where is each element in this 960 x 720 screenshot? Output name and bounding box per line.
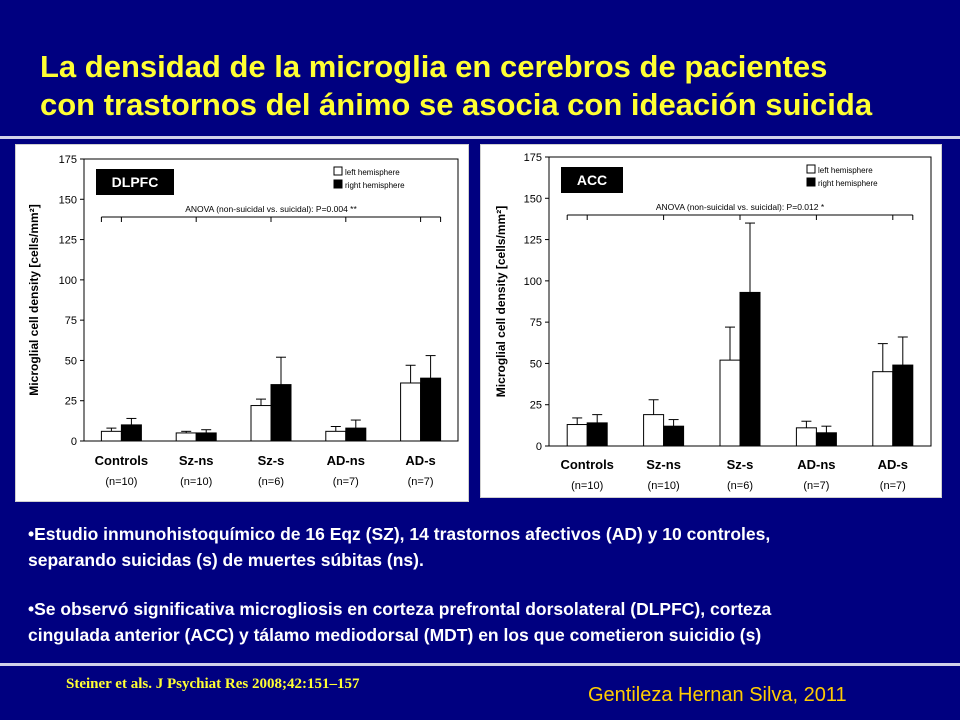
bullet-study-line-1: •Estudio inmunohistoquímico de 16 Eqz (S… [28, 524, 771, 544]
category-label: Sz-ns [179, 453, 214, 468]
bar-left-hemisphere [566, 424, 588, 447]
n-label: (n=10) [180, 476, 212, 488]
category-label: AD-ns [797, 457, 835, 472]
slide-title: La densidad de la microglia en cerebros … [40, 48, 940, 124]
y-tick-label: 175 [524, 152, 542, 164]
y-tick-label: 125 [59, 235, 77, 247]
legend-swatch [806, 164, 816, 174]
n-label: (n=7) [880, 480, 906, 492]
chart-acc: 0 25 50 75 100 125 150 175 Microglial cell densi… [494, 152, 932, 492]
legend-label: right hemisphere [345, 181, 405, 190]
panel-label: ACC [577, 172, 607, 188]
bullet-finding: •Se observó significativa microgliosis e… [28, 596, 948, 648]
legend-label: right hemisphere [818, 179, 878, 188]
bar-left-hemisphere [400, 382, 422, 442]
n-label: (n=7) [333, 476, 359, 488]
chart-panel-acc: 0 25 50 75 100 125 150 175 Microglial cell densi… [480, 144, 942, 498]
bar-right-hemisphere [663, 425, 685, 447]
category-label: AD-s [405, 453, 435, 468]
bottom-divider [0, 663, 960, 666]
bar-left-hemisphere [795, 427, 817, 447]
panel-label: DLPFC [112, 174, 159, 190]
legend-swatch [333, 166, 343, 176]
category-label: Controls [95, 453, 148, 468]
bullet-finding-line-1: •Se observó significativa microgliosis e… [28, 599, 772, 619]
bar-right-hemisphere [120, 424, 142, 442]
bar-left-hemisphere [643, 414, 665, 447]
chart-panel-dlpfc: 0 25 50 75 100 125 150 175 Microglial cell densi… [15, 144, 469, 502]
bullet-finding-line-2: cingulada anterior (ACC) y tálamo mediod… [28, 625, 762, 645]
credit-text: Gentileza Hernan Silva, 2011 [588, 684, 847, 706]
title-line-1: La densidad de la microglia en cerebros … [40, 49, 828, 84]
y-tick-label: 0 [71, 436, 77, 448]
n-label: (n=10) [105, 476, 137, 488]
panel-label-box [96, 169, 174, 195]
y-tick-label: 75 [65, 315, 77, 327]
y-axis-label: Microglial cell density [cells/mm²] [27, 204, 41, 395]
category-label: Sz-s [727, 457, 754, 472]
bar-left-hemisphere [719, 359, 741, 447]
y-tick-label: 100 [59, 275, 77, 287]
y-tick-label: 75 [530, 317, 542, 329]
y-tick-label: 0 [536, 441, 542, 453]
n-label: (n=6) [258, 476, 284, 488]
bar-left-hemisphere [325, 430, 347, 442]
bar-right-hemisphere [195, 432, 217, 442]
chart-dlpfc: 0 25 50 75 100 125 150 175 Microglial cell densi… [27, 154, 459, 488]
bar-left-hemisphere [872, 371, 894, 447]
bar-left-hemisphere [175, 432, 197, 442]
n-label: (n=6) [727, 480, 753, 492]
y-tick-label: 125 [524, 235, 542, 247]
bar-left-hemisphere [100, 430, 122, 442]
legend-swatch [333, 179, 343, 189]
panel-label-box [561, 167, 623, 193]
y-tick-label: 25 [65, 396, 77, 408]
y-tick-label: 175 [59, 154, 77, 166]
legend-swatch [806, 177, 816, 187]
bar-right-hemisphere [586, 422, 608, 447]
bullet-study: •Estudio inmunohistoquímico de 16 Eqz (S… [28, 521, 948, 573]
n-label: (n=7) [803, 480, 829, 492]
y-tick-label: 25 [530, 400, 542, 412]
category-label: Sz-ns [646, 457, 681, 472]
bar-right-hemisphere [815, 432, 837, 447]
category-label: AD-ns [327, 453, 365, 468]
bullet-study-line-2: separando suicidas (s) de muertes súbita… [28, 550, 424, 570]
legend-label: left hemisphere [818, 166, 873, 175]
n-label: (n=10) [571, 480, 603, 492]
n-label: (n=7) [408, 476, 434, 488]
category-label: AD-s [878, 457, 908, 472]
y-tick-label: 150 [524, 193, 542, 205]
anova-label: ANOVA (non-suicidal vs. suicidal): P=0.0… [185, 204, 357, 214]
anova-label: ANOVA (non-suicidal vs. suicidal): P=0.0… [656, 202, 825, 212]
bar-right-hemisphere [420, 377, 442, 442]
y-tick-label: 150 [59, 194, 77, 206]
n-label: (n=10) [648, 480, 680, 492]
bar-right-hemisphere [739, 291, 761, 447]
title-line-2: con trastornos del ánimo se asocia con i… [40, 87, 873, 122]
legend-label: left hemisphere [345, 168, 400, 177]
bar-right-hemisphere [345, 427, 367, 442]
category-label: Sz-s [258, 453, 285, 468]
y-tick-label: 100 [524, 276, 542, 288]
y-tick-label: 50 [530, 358, 542, 370]
citation: Steiner et als. J Psychiat Res 2008;42:1… [66, 676, 360, 692]
y-axis-label: Microglial cell density [cells/mm²] [494, 206, 508, 397]
category-label: Controls [560, 457, 613, 472]
bar-right-hemisphere [270, 384, 292, 442]
top-divider [0, 136, 960, 139]
bar-right-hemisphere [892, 364, 914, 447]
bar-left-hemisphere [250, 405, 272, 442]
y-tick-label: 50 [65, 355, 77, 367]
